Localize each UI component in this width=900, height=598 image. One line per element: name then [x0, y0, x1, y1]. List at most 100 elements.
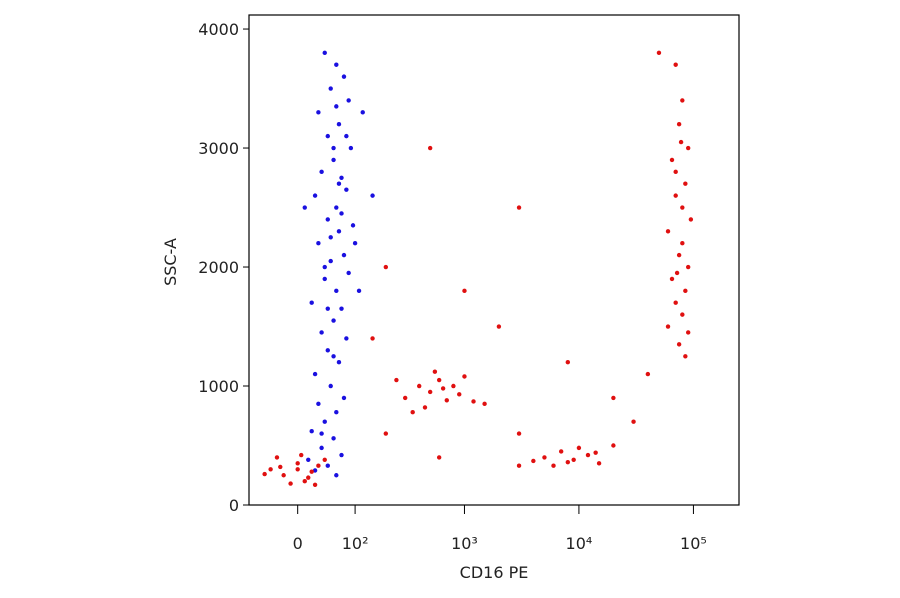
- point: [432, 369, 438, 374]
- point: [316, 241, 321, 246]
- point: [683, 181, 688, 186]
- point: [288, 481, 293, 486]
- point: [331, 157, 336, 163]
- point: [436, 455, 442, 460]
- point: [344, 187, 349, 192]
- point: [683, 288, 688, 294]
- point: [352, 241, 358, 246]
- point: [585, 452, 591, 458]
- point: [673, 62, 678, 67]
- point: [436, 377, 442, 383]
- point: [496, 324, 502, 329]
- point: [673, 193, 678, 198]
- y-tick-label: 2000: [198, 258, 239, 277]
- point: [462, 374, 467, 379]
- x-tick-label: 0: [293, 534, 303, 553]
- y-tick-label: 3000: [198, 139, 239, 158]
- point: [344, 133, 349, 139]
- point: [596, 461, 602, 466]
- point: [325, 348, 330, 353]
- point: [422, 405, 428, 410]
- x-tick-label: 10³: [451, 534, 478, 553]
- point: [680, 98, 685, 103]
- point: [542, 455, 547, 460]
- point: [325, 133, 330, 139]
- point: [336, 181, 342, 186]
- point: [394, 377, 399, 383]
- point: [312, 468, 318, 473]
- x-tick-label: 10²: [342, 534, 369, 553]
- point: [331, 354, 336, 359]
- point: [348, 145, 354, 151]
- point: [676, 252, 682, 258]
- point: [334, 205, 339, 210]
- point: [444, 398, 449, 403]
- point: [680, 205, 685, 210]
- point: [328, 383, 333, 389]
- point: [328, 258, 333, 264]
- point: [309, 429, 314, 434]
- point: [322, 419, 327, 424]
- point: [678, 139, 684, 145]
- point: [322, 276, 327, 282]
- x-axis-label: CD16 PE: [460, 563, 529, 582]
- point: [516, 205, 522, 210]
- point: [328, 235, 333, 240]
- point: [680, 312, 685, 317]
- y-tick-label: 1000: [198, 377, 239, 396]
- point: [339, 306, 344, 311]
- point: [268, 467, 273, 472]
- point: [462, 288, 467, 294]
- point: [656, 50, 662, 56]
- point: [471, 399, 476, 404]
- point: [482, 401, 487, 407]
- point: [565, 459, 571, 465]
- point: [427, 145, 433, 151]
- point: [344, 336, 349, 341]
- point: [334, 104, 339, 109]
- plot-frame: [248, 14, 740, 506]
- point: [645, 371, 651, 377]
- point: [383, 431, 389, 436]
- point: [558, 449, 564, 454]
- point: [319, 431, 324, 436]
- point: [676, 122, 682, 127]
- point: [674, 270, 680, 276]
- point: [427, 389, 433, 395]
- point: [336, 229, 342, 234]
- point: [328, 86, 333, 91]
- point: [383, 264, 389, 270]
- point: [319, 169, 324, 175]
- point: [316, 401, 321, 407]
- point: [685, 330, 691, 335]
- point: [631, 419, 636, 424]
- y-tick-label: 0: [229, 496, 239, 515]
- point: [334, 409, 339, 415]
- point: [334, 62, 339, 67]
- point: [312, 193, 318, 198]
- point: [302, 205, 307, 210]
- point: [451, 383, 456, 389]
- point: [331, 145, 336, 151]
- point: [306, 457, 311, 462]
- y-tick-label: 4000: [198, 20, 239, 39]
- point: [341, 252, 347, 258]
- point: [571, 457, 576, 462]
- point: [673, 169, 678, 175]
- point: [319, 445, 324, 451]
- point: [516, 431, 522, 436]
- point: [683, 354, 688, 359]
- point: [346, 270, 351, 276]
- point: [316, 463, 321, 468]
- point: [262, 471, 267, 477]
- point: [576, 445, 582, 451]
- point: [325, 306, 330, 311]
- point: [278, 464, 283, 470]
- point: [551, 463, 556, 468]
- point: [531, 458, 536, 464]
- point: [565, 360, 571, 365]
- point: [312, 371, 318, 377]
- point: [680, 241, 685, 246]
- point: [350, 223, 356, 228]
- point: [665, 229, 671, 234]
